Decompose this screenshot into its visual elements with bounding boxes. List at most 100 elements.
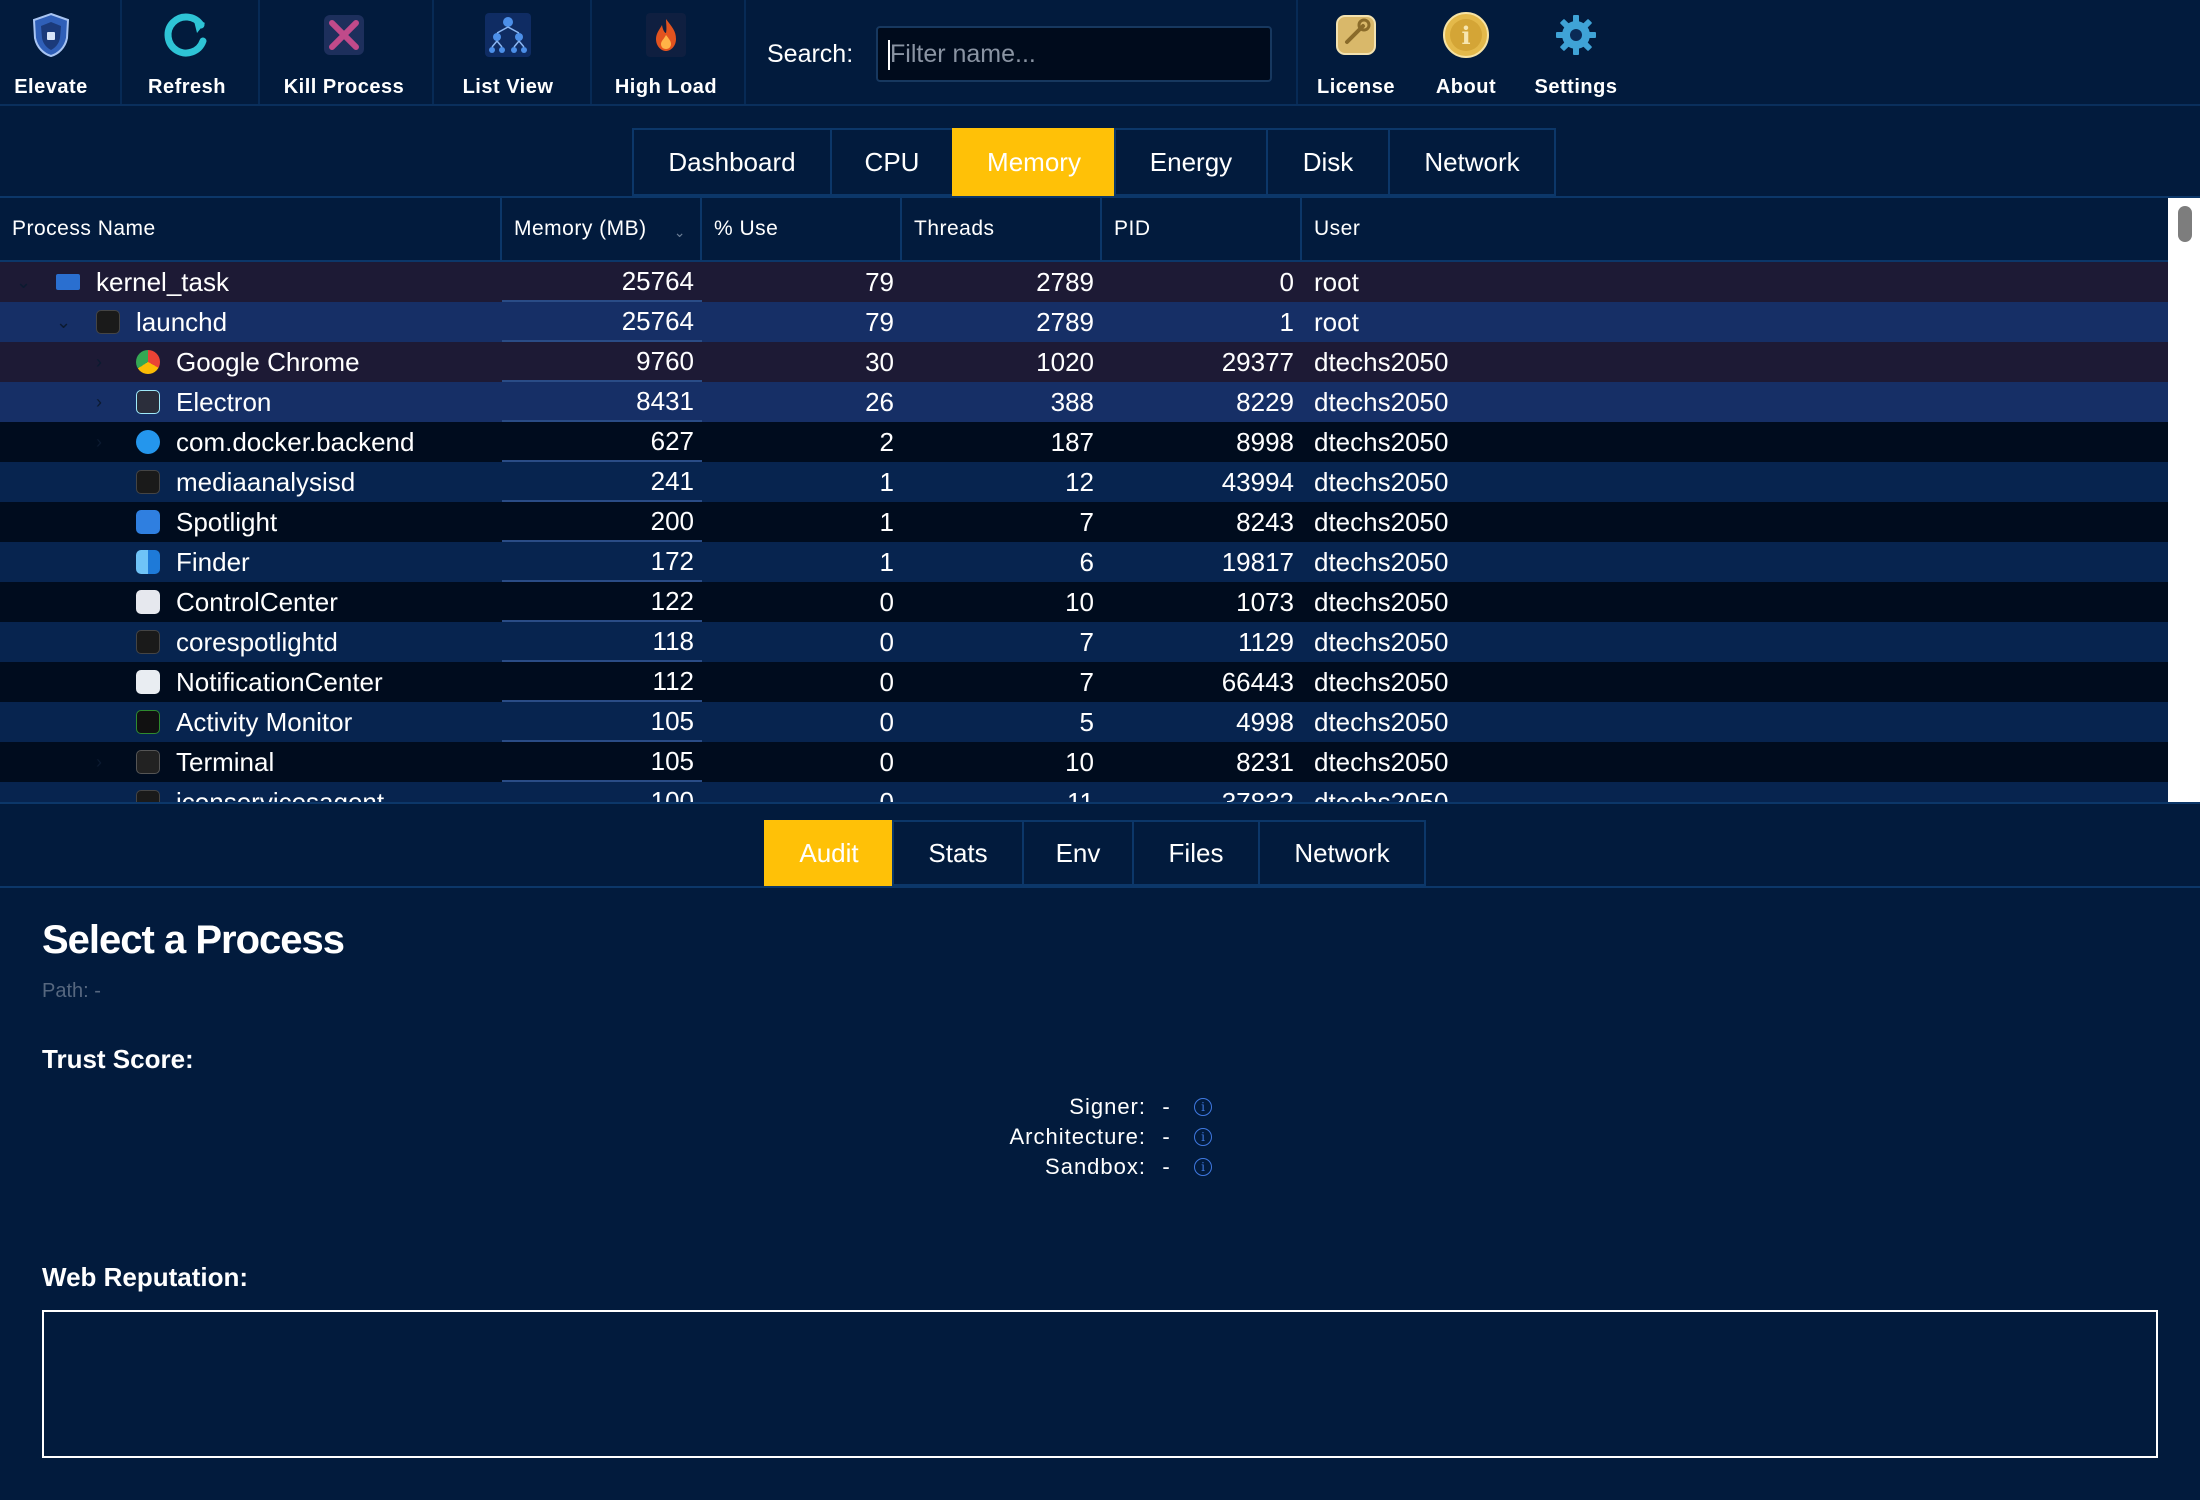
user-value: dtechs2050 xyxy=(1314,466,1449,497)
memory-value: 112 xyxy=(502,662,702,702)
tab-files[interactable]: Files xyxy=(1132,820,1260,886)
user-value: dtechs2050 xyxy=(1314,506,1449,537)
chevron-right-icon[interactable]: › xyxy=(96,351,102,372)
column-header-percent-use[interactable]: % Use xyxy=(702,198,902,260)
exec-icon xyxy=(136,470,160,494)
high-load-button[interactable]: High Load xyxy=(600,0,732,104)
table-row[interactable]: corespotlightd 118 0 7 1129 dtechs2050 xyxy=(0,622,2168,662)
gear-icon xyxy=(1549,8,1603,62)
tab-env[interactable]: Env xyxy=(1022,820,1134,886)
exec-icon xyxy=(136,630,160,654)
column-header-pid[interactable]: PID xyxy=(1102,198,1302,260)
process-path: Path: - xyxy=(42,980,101,1002)
info-icon[interactable]: i xyxy=(1194,1158,1212,1176)
tab-energy[interactable]: Energy xyxy=(1114,128,1268,196)
chevron-down-icon[interactable]: ⌄ xyxy=(56,311,72,332)
elevate-button[interactable]: Elevate xyxy=(0,0,102,104)
percent-use-value: 2 xyxy=(879,426,894,457)
percent-use-value: 1 xyxy=(879,546,894,577)
memory-value: 25764 xyxy=(502,302,702,342)
chrome-icon xyxy=(136,350,160,374)
column-header-memory[interactable]: Memory (MB) ⌄ xyxy=(502,198,702,260)
license-button[interactable]: License xyxy=(1306,0,1406,104)
process-name: iconservicesagent xyxy=(176,786,385,804)
column-header-threads[interactable]: Threads xyxy=(902,198,1102,260)
memory-value: 105 xyxy=(502,702,702,742)
table-row[interactable]: › com.docker.backend 627 2 187 8998 dtechs2050 xyxy=(0,422,2168,462)
toolbar-separator xyxy=(744,0,746,104)
memory-value: 105 xyxy=(502,742,702,782)
column-header-process-name[interactable]: Process Name xyxy=(0,198,502,260)
process-name: Activity Monitor xyxy=(176,706,353,737)
shield-icon xyxy=(24,8,78,62)
pid-value: 43994 xyxy=(1221,466,1294,497)
chevron-down-icon[interactable]: ⌄ xyxy=(16,271,32,292)
about-button[interactable]: i About xyxy=(1416,0,1516,104)
table-row[interactable]: NotificationCenter 112 0 7 66443 dtechs2050 xyxy=(0,662,2168,702)
settings-button[interactable]: Settings xyxy=(1526,0,1626,104)
pid-value: 8998 xyxy=(1236,426,1294,457)
cell-process-name: ⌄ launchd xyxy=(0,302,502,342)
table-row[interactable]: ⌄ launchd 25764 79 2789 1 root xyxy=(0,302,2168,342)
chevron-right-icon[interactable]: › xyxy=(96,751,102,772)
info-icon[interactable]: i xyxy=(1194,1128,1212,1146)
tab-dashboard[interactable]: Dashboard xyxy=(632,128,832,196)
vertical-scrollbar[interactable] xyxy=(2168,198,2200,802)
refresh-button[interactable]: Refresh xyxy=(130,0,244,104)
threads-value: 7 xyxy=(1079,506,1094,537)
pid-value: 37832 xyxy=(1221,786,1294,804)
process-name: Finder xyxy=(176,546,250,577)
tab-cpu[interactable]: CPU xyxy=(830,128,954,196)
table-row[interactable]: ⌄ kernel_task 25764 79 2789 0 root xyxy=(0,262,2168,302)
table-row[interactable]: Spotlight 200 1 7 8243 dtechs2050 xyxy=(0,502,2168,542)
search-input[interactable] xyxy=(876,26,1272,82)
web-reputation-label: Web Reputation: xyxy=(42,1262,249,1292)
percent-use-value: 0 xyxy=(879,746,894,777)
user-value: root xyxy=(1314,266,1359,297)
cell-process-name: iconservicesagent xyxy=(0,782,502,804)
chevron-right-icon[interactable]: › xyxy=(96,391,102,412)
tab-disk[interactable]: Disk xyxy=(1266,128,1390,196)
trust-score-label: Trust Score: xyxy=(42,1044,194,1074)
kill-x-icon xyxy=(317,8,371,62)
kill-process-button[interactable]: Kill Process xyxy=(268,0,420,104)
pid-value: 8229 xyxy=(1236,386,1294,417)
memory-value: 100 xyxy=(502,782,702,803)
tab-memory[interactable]: Memory xyxy=(952,128,1116,196)
table-row[interactable]: Finder 172 1 6 19817 dtechs2050 xyxy=(0,542,2168,582)
column-header-user[interactable]: User xyxy=(1314,217,1361,240)
table-row[interactable]: › Terminal 105 0 10 8231 dtechs2050 xyxy=(0,742,2168,782)
table-row[interactable]: mediaanalysisd 241 1 12 43994 dtechs2050 xyxy=(0,462,2168,502)
user-value: dtechs2050 xyxy=(1314,626,1449,657)
tab-stats[interactable]: Stats xyxy=(892,820,1024,886)
chevron-right-icon[interactable]: › xyxy=(96,431,102,452)
cell-process-name: › Terminal xyxy=(0,742,502,782)
search-label: Search: xyxy=(767,40,854,68)
table-row[interactable]: Activity Monitor 105 0 5 4998 dtechs2050 xyxy=(0,702,2168,742)
tab-network[interactable]: Network xyxy=(1388,128,1556,196)
process-name: NotificationCenter xyxy=(176,666,383,697)
list-view-button[interactable]: List View xyxy=(444,0,572,104)
tab-audit[interactable]: Audit xyxy=(764,820,894,886)
table-row[interactable]: › Electron 8431 26 388 8229 dtechs2050 xyxy=(0,382,2168,422)
docker-icon xyxy=(136,430,160,454)
info-icon[interactable]: i xyxy=(1194,1098,1212,1116)
detail-tabs: Audit Stats Env Files Network xyxy=(764,820,1426,886)
table-row[interactable]: › Google Chrome 9760 30 1020 29377 dtechs2050 xyxy=(0,342,2168,382)
exec-icon xyxy=(96,310,120,334)
user-value: dtechs2050 xyxy=(1314,346,1449,377)
percent-use-value: 79 xyxy=(865,306,894,337)
table-row[interactable]: ControlCenter 122 0 10 1073 dtechs2050 xyxy=(0,582,2168,622)
scrollbar-thumb[interactable] xyxy=(2178,206,2192,242)
process-name: kernel_task xyxy=(96,266,229,297)
details-title: Select a Process xyxy=(42,918,345,962)
user-value: dtechs2050 xyxy=(1314,706,1449,737)
tab-detail-network[interactable]: Network xyxy=(1258,820,1426,886)
pid-value: 4998 xyxy=(1236,706,1294,737)
percent-use-value: 0 xyxy=(879,586,894,617)
memory-value: 200 xyxy=(502,502,702,542)
pid-value: 66443 xyxy=(1221,666,1294,697)
cell-process-name: › com.docker.backend xyxy=(0,422,502,462)
pid-value: 1129 xyxy=(1238,626,1294,657)
table-row[interactable]: iconservicesagent 100 0 11 37832 dtechs2050 xyxy=(0,782,2168,804)
